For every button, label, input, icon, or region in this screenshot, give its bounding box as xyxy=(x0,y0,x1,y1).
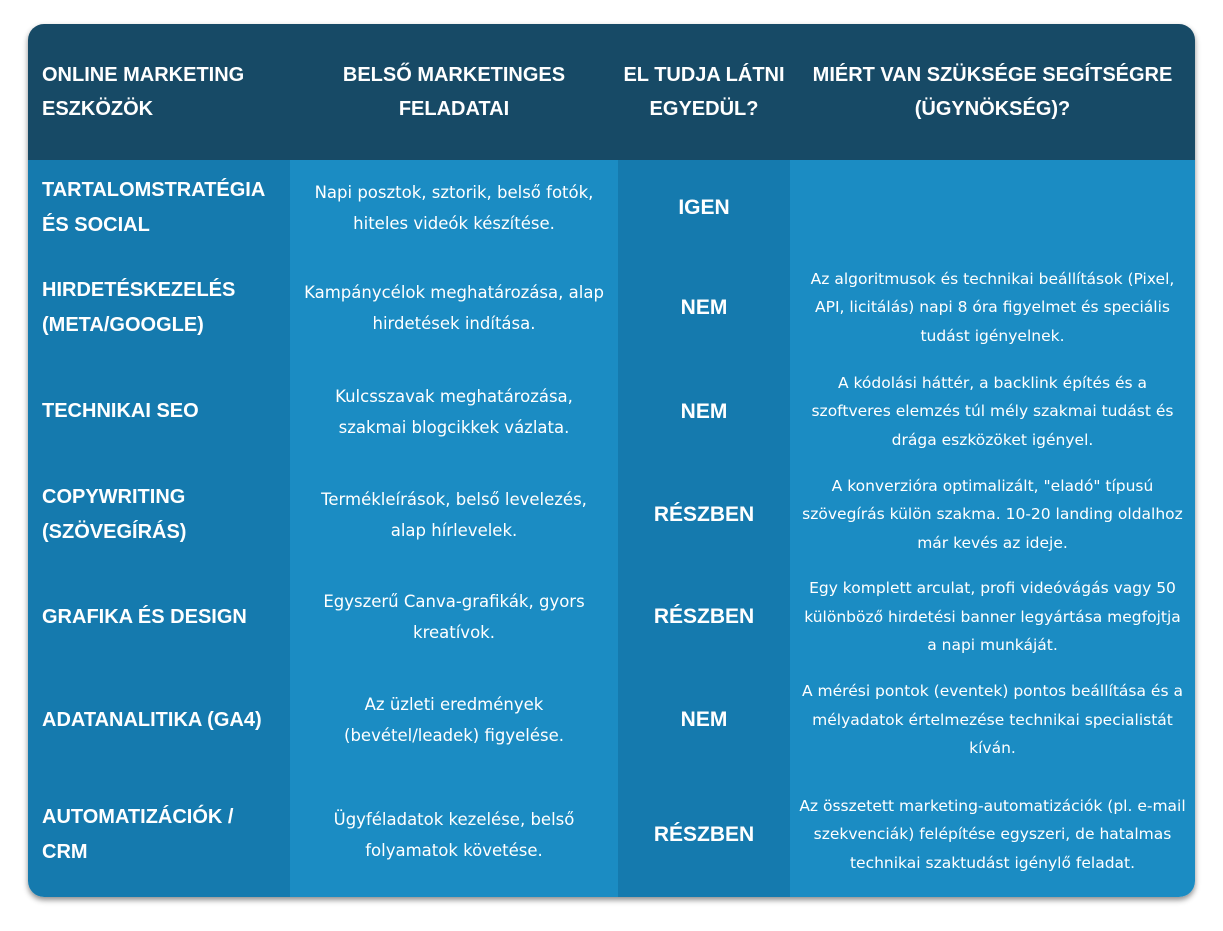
row-why xyxy=(790,160,1195,255)
comparison-table: Online marketing eszközök Belső marketin… xyxy=(28,24,1195,897)
row-answer: RÉSZBEN xyxy=(618,566,790,668)
row-tasks: Kampánycélok meghatározása, alap hirdeté… xyxy=(290,255,618,360)
row-tasks: Napi posztok, sztorik, belső fotók, hite… xyxy=(290,160,618,255)
header-why: Miért van szüksége segítségre (ügynökség… xyxy=(790,24,1195,160)
header-tools: Online marketing eszközök xyxy=(28,24,290,160)
row-tool: TARTALOMSTRATÉGIA ÉS SOCIAL xyxy=(28,160,290,255)
header-tasks: Belső marketinges feladatai xyxy=(290,24,618,160)
row-tool: GRAFIKA ÉS DESIGN xyxy=(28,566,290,668)
row-tasks: Ügyféladatok kezelése, belső folyamatok … xyxy=(290,772,618,897)
row-tool: COPYWRITING (SZÖVEGÍRÁS) xyxy=(28,463,290,566)
row-tool: TECHNIKAI SEO xyxy=(28,360,290,463)
row-tasks: Az üzleti eredmények (bevétel/leadek) fi… xyxy=(290,668,618,772)
row-why: Az algoritmusok és technikai beállítások… xyxy=(790,255,1195,360)
row-why: A mérési pontok (eventek) pontos beállít… xyxy=(790,668,1195,772)
row-tasks: Egyszerű Canva-grafikák, gyors kreatívok… xyxy=(290,566,618,668)
row-tool: AUTOMATIZÁCIÓK / CRM xyxy=(28,772,290,897)
row-answer: RÉSZBEN xyxy=(618,463,790,566)
row-tool: ADATANALITIKA (GA4) xyxy=(28,668,290,772)
row-tasks: Termékleírások, belső levelezés, alap hí… xyxy=(290,463,618,566)
row-answer: RÉSZBEN xyxy=(618,772,790,897)
row-tool: HIRDETÉSKEZELÉS (META/GOOGLE) xyxy=(28,255,290,360)
row-why: A konverzióra optimalizált, "eladó" típu… xyxy=(790,463,1195,566)
row-why: A kódolási háttér, a backlink építés és … xyxy=(790,360,1195,463)
row-tasks: Kulcsszavak meghatározása, szakmai blogc… xyxy=(290,360,618,463)
row-why: Egy komplett arculat, profi videóvágás v… xyxy=(790,566,1195,668)
row-why: Az összetett marketing-automatizációk (p… xyxy=(790,772,1195,897)
row-answer: NEM xyxy=(618,255,790,360)
header-alone: El tudja látni egyedül? xyxy=(618,24,790,160)
row-answer: NEM xyxy=(618,668,790,772)
row-answer: IGEN xyxy=(618,160,790,255)
row-answer: NEM xyxy=(618,360,790,463)
